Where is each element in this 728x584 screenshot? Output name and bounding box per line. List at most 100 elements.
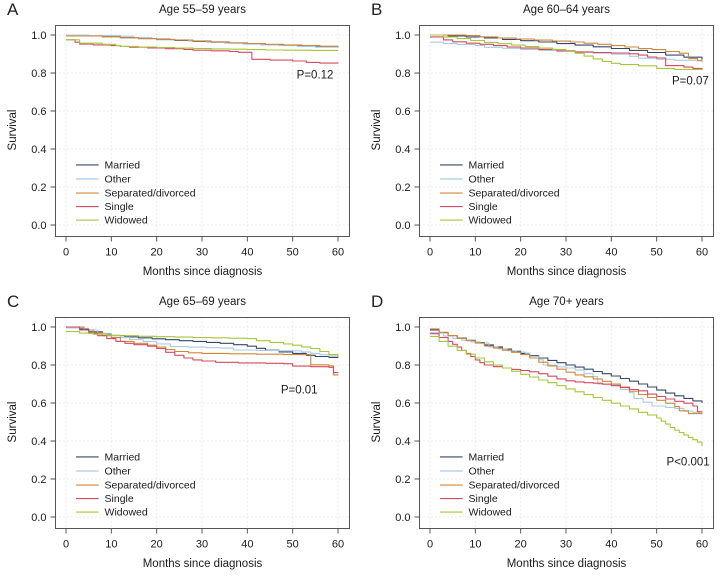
axis-ticks bbox=[414, 34, 703, 242]
panel-letter-b: B bbox=[371, 0, 383, 19]
survival-plot-c: 0 10 20 30 40 50 60 0.0 0.2 0.4 0.6 0.8 1.0 Married Ot… bbox=[31, 317, 350, 551]
series-curve-widowed bbox=[430, 34, 703, 71]
x-tick-label: 20 bbox=[515, 539, 527, 551]
series-curve-single bbox=[66, 326, 339, 374]
survival-curves bbox=[430, 328, 703, 446]
x-tick-label: 0 bbox=[427, 247, 433, 259]
x-tick-label: 20 bbox=[515, 247, 527, 259]
x-tick-label: 0 bbox=[63, 539, 69, 551]
tick-labels: 0 10 20 30 40 50 60 0.0 0.2 0.4 0.6 0.8 1.0 bbox=[395, 322, 708, 551]
x-axis-label-d: Months since diagnosis bbox=[506, 558, 627, 570]
plot-border bbox=[419, 25, 714, 237]
y-tick-label: 0.0 bbox=[395, 512, 410, 524]
series-curve-widowed bbox=[66, 39, 339, 51]
tick-labels: 0 10 20 30 40 50 60 0.0 0.2 0.4 0.6 0.8 1.0 bbox=[31, 30, 344, 259]
survival-plot-a: 0 10 20 30 40 50 60 0.0 0.2 0.4 0.6 0.8 1.0 Married Ot… bbox=[31, 25, 350, 259]
y-tick-label: 1.0 bbox=[395, 30, 410, 42]
gridlines bbox=[419, 25, 714, 237]
y-tick-label: 0.8 bbox=[31, 68, 46, 80]
legend-label-2: Other bbox=[469, 466, 496, 478]
panel-d: D Age 70+ years Survival Months since di… bbox=[364, 292, 728, 584]
x-tick-label: 50 bbox=[651, 247, 663, 259]
x-tick-label: 50 bbox=[651, 539, 663, 551]
x-tick-label: 10 bbox=[469, 247, 481, 259]
series-curve-other bbox=[66, 34, 339, 49]
legend-label-2: Other bbox=[105, 466, 132, 478]
legend-label-1: Married bbox=[105, 160, 141, 172]
panel-b: B Age 60–64 years Survival Months since … bbox=[364, 0, 728, 292]
x-tick-label: 50 bbox=[287, 539, 299, 551]
y-tick-label: 0.8 bbox=[395, 360, 410, 372]
x-tick-label: 60 bbox=[332, 539, 344, 551]
y-tick-label: 0.2 bbox=[31, 474, 46, 486]
legend-label-5: Widowed bbox=[105, 215, 148, 227]
axis-ticks bbox=[50, 34, 339, 242]
legend-label-4: Single bbox=[469, 201, 498, 213]
panel-letter-d: D bbox=[371, 292, 384, 311]
x-tick-label: 30 bbox=[196, 247, 208, 259]
legend-label-3: Separated/divorced bbox=[105, 188, 196, 200]
series-curve-widowed bbox=[430, 335, 703, 446]
series-curve-separated-divorced bbox=[430, 328, 703, 415]
x-tick-label: 10 bbox=[469, 539, 481, 551]
p-value-label: P=0.07 bbox=[672, 75, 709, 87]
y-tick-label: 1.0 bbox=[395, 322, 410, 334]
series-curve-separated-divorced bbox=[66, 35, 339, 47]
series-curve-widowed bbox=[66, 331, 339, 357]
plot-title-a: Age 55–59 years bbox=[159, 4, 246, 16]
x-axis-label-b: Months since diagnosis bbox=[506, 266, 627, 278]
plot-title-c: Age 65–69 years bbox=[159, 296, 246, 308]
series-curve-separated-divorced bbox=[430, 34, 703, 62]
legend-label-3: Separated/divorced bbox=[469, 188, 560, 200]
legend-label-1: Married bbox=[105, 452, 141, 464]
y-tick-label: 0.2 bbox=[395, 182, 410, 194]
legend-label-3: Separated/divorced bbox=[469, 480, 560, 492]
y-tick-label: 0.8 bbox=[31, 360, 46, 372]
x-tick-label: 30 bbox=[560, 539, 572, 551]
x-tick-label: 30 bbox=[196, 539, 208, 551]
y-tick-label: 0.0 bbox=[395, 220, 410, 232]
y-tick-label: 0.4 bbox=[395, 436, 410, 448]
x-tick-label: 20 bbox=[151, 539, 163, 551]
x-tick-label: 0 bbox=[63, 247, 69, 259]
x-tick-label: 50 bbox=[287, 247, 299, 259]
y-tick-label: 1.0 bbox=[31, 322, 46, 334]
y-tick-label: 0.4 bbox=[31, 436, 46, 448]
y-tick-label: 0.2 bbox=[395, 474, 410, 486]
plot-border bbox=[55, 25, 350, 237]
panel-letter-a: A bbox=[7, 0, 19, 19]
y-tick-label: 0.6 bbox=[31, 398, 46, 410]
x-tick-label: 20 bbox=[151, 247, 163, 259]
x-tick-label: 60 bbox=[332, 247, 344, 259]
legend-label-1: Married bbox=[469, 452, 505, 464]
legend-label-5: Widowed bbox=[469, 507, 512, 519]
x-tick-label: 10 bbox=[105, 247, 117, 259]
y-tick-label: 0.0 bbox=[31, 220, 46, 232]
y-tick-label: 0.4 bbox=[395, 144, 410, 156]
p-value-label: P=0.01 bbox=[281, 385, 318, 397]
x-tick-label: 40 bbox=[605, 247, 617, 259]
tick-labels: 0 10 20 30 40 50 60 0.0 0.2 0.4 0.6 0.8 1.0 bbox=[31, 322, 344, 551]
tick-labels: 0 10 20 30 40 50 60 0.0 0.2 0.4 0.6 0.8 1.0 bbox=[395, 30, 708, 259]
panel-c: C Age 65–69 years Survival Months since … bbox=[0, 292, 364, 584]
survival-curves bbox=[66, 34, 339, 64]
y-tick-label: 1.0 bbox=[31, 30, 46, 42]
legend-label-2: Other bbox=[469, 174, 496, 186]
legend-label-1: Married bbox=[469, 160, 505, 172]
y-tick-label: 0.4 bbox=[31, 144, 46, 156]
legend-label-4: Single bbox=[105, 493, 134, 505]
x-tick-label: 0 bbox=[427, 539, 433, 551]
series-curve-single bbox=[66, 39, 339, 64]
plot-border bbox=[419, 317, 714, 529]
y-tick-label: 0.8 bbox=[395, 68, 410, 80]
legend-label-4: Single bbox=[105, 201, 134, 213]
x-tick-label: 40 bbox=[605, 539, 617, 551]
y-tick-label: 0.6 bbox=[31, 106, 46, 118]
gridlines bbox=[419, 317, 714, 529]
x-axis-label-c: Months since diagnosis bbox=[142, 558, 263, 570]
plot-title-d: Age 70+ years bbox=[529, 296, 604, 308]
